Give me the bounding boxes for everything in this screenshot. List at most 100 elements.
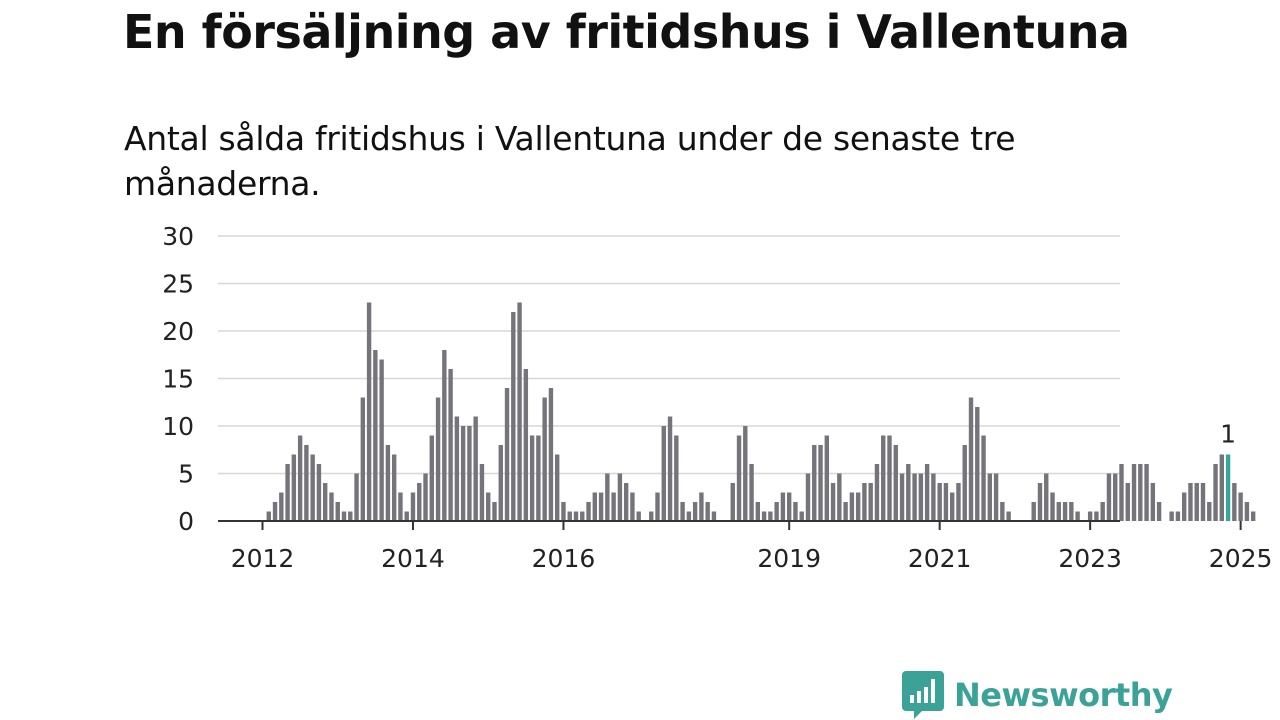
bar (1169, 511, 1174, 521)
bar (1075, 511, 1080, 521)
bar (855, 492, 861, 521)
bar (661, 426, 666, 521)
bar (1113, 473, 1118, 521)
bar (417, 483, 422, 521)
bar (517, 302, 522, 521)
newsworthy-logo[interactable]: Newsworthy (902, 671, 1173, 719)
bar (329, 492, 334, 521)
x-tick-label: 2019 (757, 544, 821, 573)
bar (398, 492, 403, 521)
bar (805, 473, 811, 521)
bar (699, 492, 704, 521)
bar (868, 483, 873, 521)
y-tick-label: 15 (162, 365, 194, 394)
bar (504, 388, 510, 521)
bar (843, 502, 848, 521)
bar (1232, 483, 1237, 521)
bar (1150, 483, 1156, 521)
bar (1200, 483, 1206, 521)
bar (404, 511, 409, 521)
x-tick-label: 2021 (908, 544, 972, 573)
bar (1194, 483, 1199, 521)
bar (479, 464, 485, 521)
y-tick-label: 0 (178, 507, 194, 536)
bar (454, 416, 460, 521)
x-tick-label: 2016 (532, 544, 596, 573)
bar (1087, 511, 1093, 521)
bar (1037, 483, 1043, 521)
bar (906, 464, 911, 521)
bar (373, 350, 378, 521)
y-tick-label: 25 (162, 270, 194, 299)
bar (467, 426, 472, 521)
bar (987, 473, 993, 521)
x-tick-label: 2023 (1058, 544, 1122, 573)
bar (623, 483, 629, 521)
bar (442, 350, 447, 521)
bar-highlight (1225, 454, 1231, 521)
bar (335, 502, 340, 521)
bar (1125, 483, 1130, 521)
bar (1181, 492, 1187, 521)
bar (912, 473, 917, 521)
bar (1006, 511, 1011, 521)
bar (743, 426, 748, 521)
bar (548, 388, 554, 521)
bar (705, 502, 710, 521)
bar (837, 473, 842, 521)
bar (931, 473, 936, 521)
bar (1119, 464, 1124, 521)
bar (379, 359, 384, 521)
bar (968, 397, 974, 521)
bar (617, 473, 623, 521)
bar (1175, 511, 1181, 521)
bar (749, 464, 754, 521)
chart-title: En försäljning av fritidshus i Vallentun… (123, 5, 1130, 59)
bar (849, 492, 855, 521)
bar (830, 483, 836, 521)
bar (279, 492, 284, 521)
bar (1238, 492, 1243, 521)
y-tick-label: 20 (162, 317, 194, 346)
bar (692, 502, 698, 521)
bar (1069, 502, 1074, 521)
bar (348, 511, 353, 521)
bar (592, 492, 598, 521)
bar (918, 473, 924, 521)
bar (310, 454, 315, 521)
bar (272, 502, 278, 521)
bar (536, 435, 541, 521)
bar (598, 492, 604, 521)
bar (1207, 502, 1212, 521)
bar (611, 492, 616, 521)
bar (486, 492, 491, 521)
bar (1056, 502, 1061, 521)
bar (391, 454, 397, 521)
bar (1050, 492, 1055, 521)
bar (924, 464, 930, 521)
bar (655, 492, 660, 521)
bars (266, 302, 1256, 521)
bar (962, 445, 967, 521)
bar (323, 483, 328, 521)
y-tick-label: 5 (178, 460, 194, 489)
bar (780, 492, 786, 521)
bar (768, 511, 773, 521)
bar (1250, 511, 1256, 521)
bar (1244, 502, 1250, 521)
bar (1031, 502, 1036, 521)
bar (542, 397, 547, 521)
bar (429, 435, 434, 521)
bar (1138, 464, 1143, 521)
bar (636, 511, 641, 521)
bar (410, 492, 416, 521)
newsworthy-wordmark: Newsworthy (954, 676, 1173, 714)
x-tick-label: 2014 (381, 544, 445, 573)
data-label: 1 (1220, 420, 1236, 449)
bar (630, 492, 635, 521)
bar (1156, 502, 1162, 521)
bar (498, 445, 503, 521)
bar (799, 511, 804, 521)
bar (975, 407, 980, 521)
